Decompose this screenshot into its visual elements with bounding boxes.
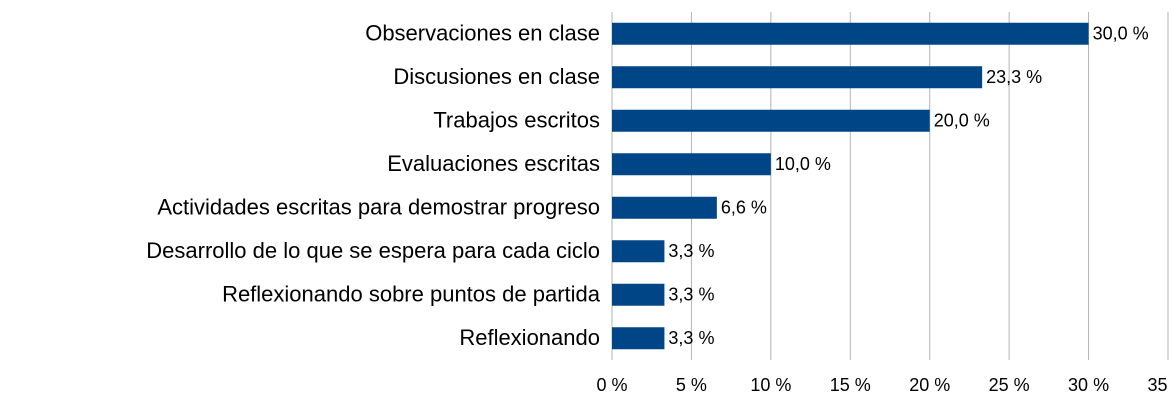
y-tick-label: Trabajos escritos: [433, 108, 600, 133]
y-tick-label: Evaluaciones escritas: [387, 151, 600, 176]
x-tick-label: 10 %: [750, 375, 791, 395]
x-tick-label: 20 %: [909, 375, 950, 395]
value-label: 3,3 %: [668, 328, 714, 348]
value-label: 3,3 %: [668, 285, 714, 305]
bar: [612, 196, 717, 219]
x-tick-label: 15 %: [830, 375, 871, 395]
bar: [612, 327, 665, 350]
bar: [612, 22, 1089, 45]
y-tick-label: Actividades escritas para demostrar prog…: [157, 195, 600, 220]
y-tick-label: Reflexionando: [459, 325, 600, 350]
bar: [612, 283, 665, 306]
y-tick-label: Observaciones en clase: [365, 21, 600, 46]
x-tick-label: 30 %: [1068, 375, 1109, 395]
value-label: 10,0 %: [775, 154, 831, 174]
bar: [612, 240, 665, 263]
value-label: 20,0 %: [934, 111, 990, 131]
bar: [612, 66, 983, 89]
bar: [612, 109, 930, 132]
x-tick-label: 35 %: [1147, 375, 1171, 395]
value-label: 6,6 %: [721, 198, 767, 218]
value-label: 30,0 %: [1093, 24, 1149, 44]
value-label: 3,3 %: [668, 241, 714, 261]
y-tick-label: Reflexionando sobre puntos de partida: [222, 282, 601, 307]
x-tick-label: 25 %: [989, 375, 1030, 395]
y-tick-label: Desarrollo de lo que se espera para cada…: [146, 238, 600, 263]
value-label: 23,3 %: [986, 67, 1042, 87]
x-tick-label: 0 %: [596, 375, 627, 395]
x-tick-label: 5 %: [676, 375, 707, 395]
bar: [612, 153, 771, 176]
y-tick-label: Discusiones en clase: [393, 64, 600, 89]
